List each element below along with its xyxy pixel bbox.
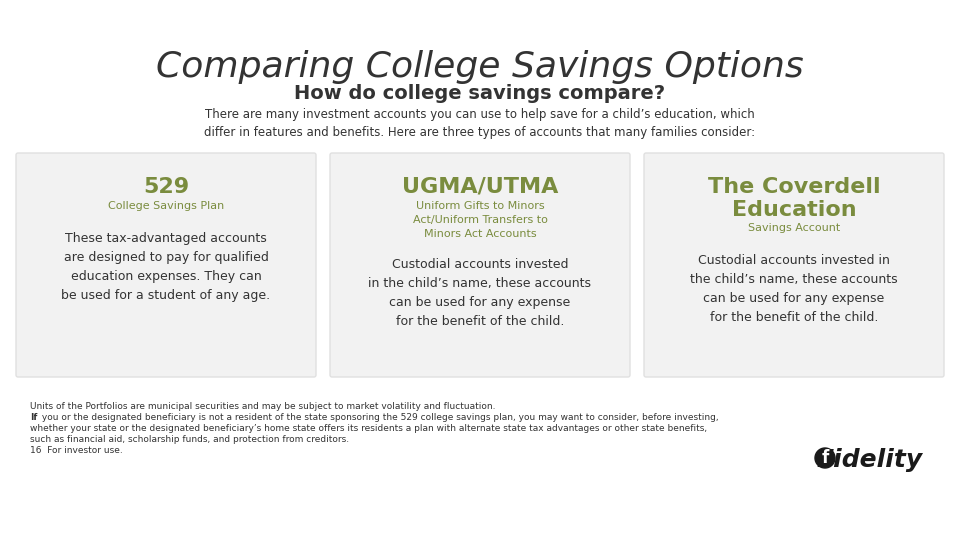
Text: There are many investment accounts you can use to help save for a child’s educat: There are many investment accounts you c… — [204, 108, 756, 139]
FancyBboxPatch shape — [330, 153, 630, 377]
Text: 529: 529 — [143, 177, 189, 197]
Text: If: If — [30, 413, 37, 422]
Text: f: f — [822, 449, 828, 467]
FancyBboxPatch shape — [16, 153, 316, 377]
Text: These tax-advantaged accounts
are designed to pay for qualified
education expens: These tax-advantaged accounts are design… — [61, 232, 271, 302]
Text: you or the designated beneficiary is not a resident of the state sponsoring the : you or the designated beneficiary is not… — [39, 413, 719, 422]
Text: Fidelity: Fidelity — [817, 448, 924, 472]
Text: whether your state or the designated beneficiary’s home state offers its residen: whether your state or the designated ben… — [30, 424, 708, 433]
Text: UGMA/UTMA: UGMA/UTMA — [402, 177, 558, 197]
Text: How do college savings compare?: How do college savings compare? — [295, 84, 665, 103]
Text: The Coverdell
Education: The Coverdell Education — [708, 177, 880, 220]
Text: such as financial aid, scholarship funds, and protection from creditors.: such as financial aid, scholarship funds… — [30, 435, 349, 444]
FancyBboxPatch shape — [644, 153, 944, 377]
Text: Comparing College Savings Options: Comparing College Savings Options — [156, 50, 804, 84]
Text: Savings Account: Savings Account — [748, 223, 840, 233]
Text: 16  For investor use.: 16 For investor use. — [30, 446, 123, 455]
Text: Uniform Gifts to Minors
Act/Uniform Transfers to
Minors Act Accounts: Uniform Gifts to Minors Act/Uniform Tran… — [413, 201, 547, 239]
Text: Custodial accounts invested in
the child’s name, these accounts
can be used for : Custodial accounts invested in the child… — [690, 254, 898, 324]
Circle shape — [815, 448, 835, 468]
Text: Custodial accounts invested
in the child’s name, these accounts
can be used for : Custodial accounts invested in the child… — [369, 258, 591, 328]
Text: Units of the Portfolios are municipal securities and may be subject to market vo: Units of the Portfolios are municipal se… — [30, 402, 495, 411]
Text: College Savings Plan: College Savings Plan — [108, 201, 224, 211]
